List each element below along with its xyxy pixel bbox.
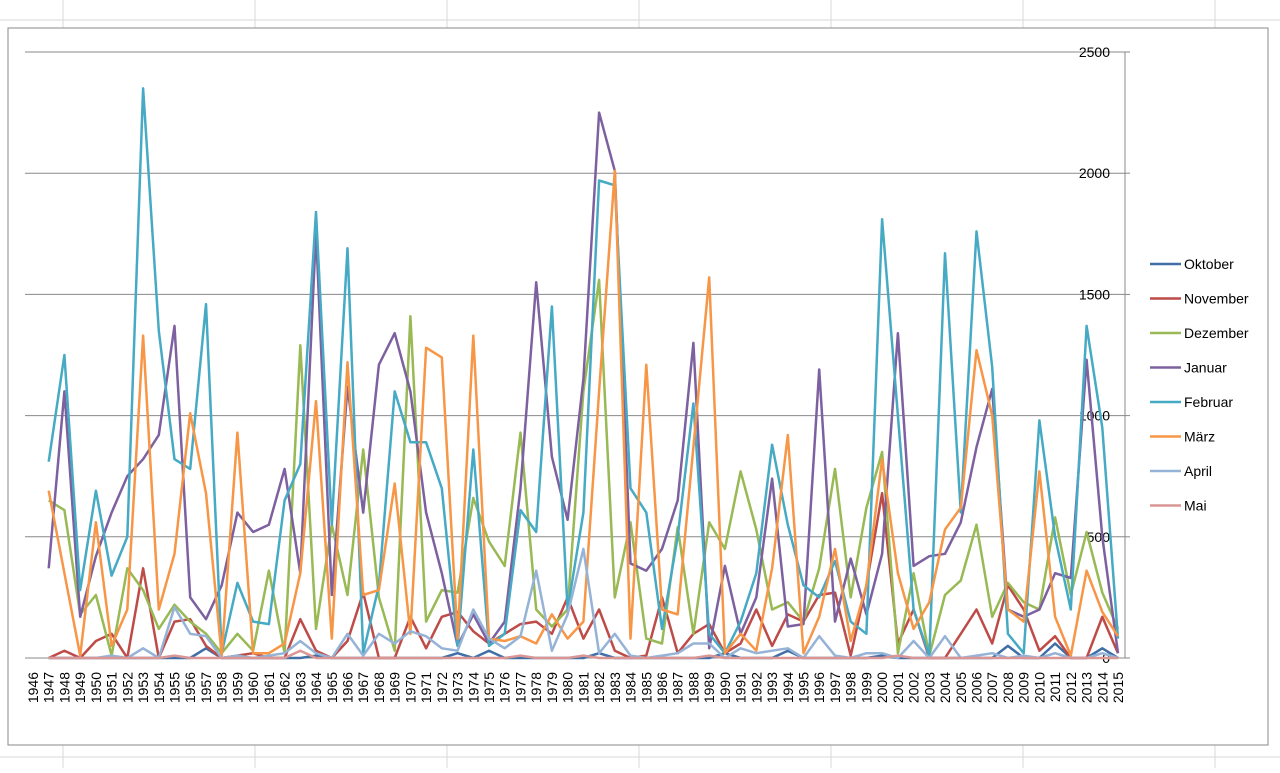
legend-label: Februar (1184, 394, 1233, 410)
x-tick-label: 1997 (827, 672, 843, 703)
x-tick-label: 1960 (245, 672, 261, 703)
x-tick-label: 1988 (685, 672, 701, 703)
x-tick-label: 1963 (292, 672, 308, 703)
x-tick-label: 2009 (1016, 672, 1032, 703)
x-tick-label: 1967 (355, 672, 371, 703)
x-tick-label: 1981 (575, 672, 591, 703)
x-tick-label: 2000 (874, 672, 890, 703)
x-tick-label: 1952 (119, 672, 135, 703)
legend-label: März (1184, 429, 1215, 445)
x-tick-label: 1946 (25, 672, 41, 703)
x-tick-label: 1979 (544, 672, 560, 703)
x-tick-label: 1973 (450, 672, 466, 703)
x-tick-label: 1978 (528, 672, 544, 703)
x-tick-label: 1980 (560, 672, 576, 703)
x-tick-label: 1956 (182, 672, 198, 703)
x-tick-label: 1984 (623, 672, 639, 703)
x-tick-label: 1991 (733, 672, 749, 703)
x-tick-label: 1951 (104, 672, 120, 703)
x-tick-label: 1953 (135, 672, 151, 703)
legend-label: Mai (1184, 498, 1207, 514)
x-tick-label: 1955 (167, 672, 183, 703)
x-tick-label: 1976 (497, 672, 513, 703)
x-tick-label: 1971 (418, 672, 434, 703)
x-tick-label: 1987 (670, 672, 686, 703)
x-tick-label: 1989 (701, 672, 717, 703)
x-tick-label: 1970 (402, 672, 418, 703)
x-tick-label: 1957 (198, 672, 214, 703)
x-tick-label: 1999 (858, 672, 874, 703)
x-tick-label: 1996 (811, 672, 827, 703)
x-tick-label: 1993 (764, 672, 780, 703)
y-tick-label: 2500 (1079, 44, 1110, 60)
y-tick-label: 500 (1087, 529, 1111, 545)
x-tick-label: 1986 (654, 672, 670, 703)
x-tick-label: 2008 (1000, 672, 1016, 703)
x-tick-label: 2006 (968, 672, 984, 703)
x-tick-label: 1966 (339, 672, 355, 703)
x-tick-label: 1954 (151, 672, 167, 703)
x-tick-label: 1994 (780, 672, 796, 703)
x-tick-label: 1983 (607, 672, 623, 703)
series-line (47, 169, 1120, 657)
x-tick-label: 1969 (387, 672, 403, 703)
x-tick-label: 1962 (277, 672, 293, 703)
x-tick-label: 2014 (1094, 672, 1110, 703)
x-tick-label: 1998 (843, 672, 859, 703)
x-tick-label: 1965 (324, 672, 340, 703)
x-tick-label: 1950 (88, 672, 104, 703)
x-tick-label: 2015 (1110, 672, 1126, 703)
x-tick-label: 2004 (937, 672, 953, 703)
x-tick-label: 2013 (1079, 672, 1095, 703)
x-tick-label: 1964 (308, 672, 324, 703)
x-tick-label: 1972 (434, 672, 450, 703)
x-tick-label: 2012 (1063, 672, 1079, 703)
series-line (48, 278, 1120, 657)
legend-label: April (1184, 463, 1212, 479)
y-tick-label: 2000 (1079, 165, 1110, 181)
x-tick-label: 2005 (953, 672, 969, 703)
series-line (47, 87, 1120, 657)
x-tick-label: 1975 (481, 672, 497, 703)
x-tick-label: 1977 (512, 672, 528, 703)
legend-label: Oktober (1184, 256, 1234, 272)
x-tick-label: 2003 (921, 672, 937, 703)
legend-label: Januar (1184, 360, 1227, 376)
x-tick-label: 1968 (371, 672, 387, 703)
x-tick-label: 2002 (906, 672, 922, 703)
legend-label: Dezember (1184, 325, 1249, 341)
x-tick-label: 1958 (214, 672, 230, 703)
x-tick-label: 1982 (591, 672, 607, 703)
x-tick-label: 1985 (638, 672, 654, 703)
legend-label: November (1184, 291, 1249, 307)
x-tick-label: 1959 (229, 672, 245, 703)
y-tick-label: 1500 (1079, 286, 1110, 302)
x-tick-label: 1961 (261, 672, 277, 703)
x-tick-label: 2011 (1047, 672, 1063, 702)
x-tick-label: 1947 (41, 672, 57, 703)
x-tick-label: 1949 (72, 672, 88, 703)
series-line (48, 649, 1118, 660)
x-tick-label: 2010 (1031, 672, 1047, 703)
x-tick-label: 1948 (56, 672, 72, 703)
x-tick-label: 2001 (890, 672, 906, 703)
x-tick-label: 1990 (717, 672, 733, 703)
x-tick-label: 1974 (465, 672, 481, 703)
x-tick-label: 2007 (984, 672, 1000, 703)
x-tick-label: 1995 (796, 672, 812, 703)
y-tick-label: 1000 (1079, 408, 1110, 424)
x-tick-label: 1992 (748, 672, 764, 703)
